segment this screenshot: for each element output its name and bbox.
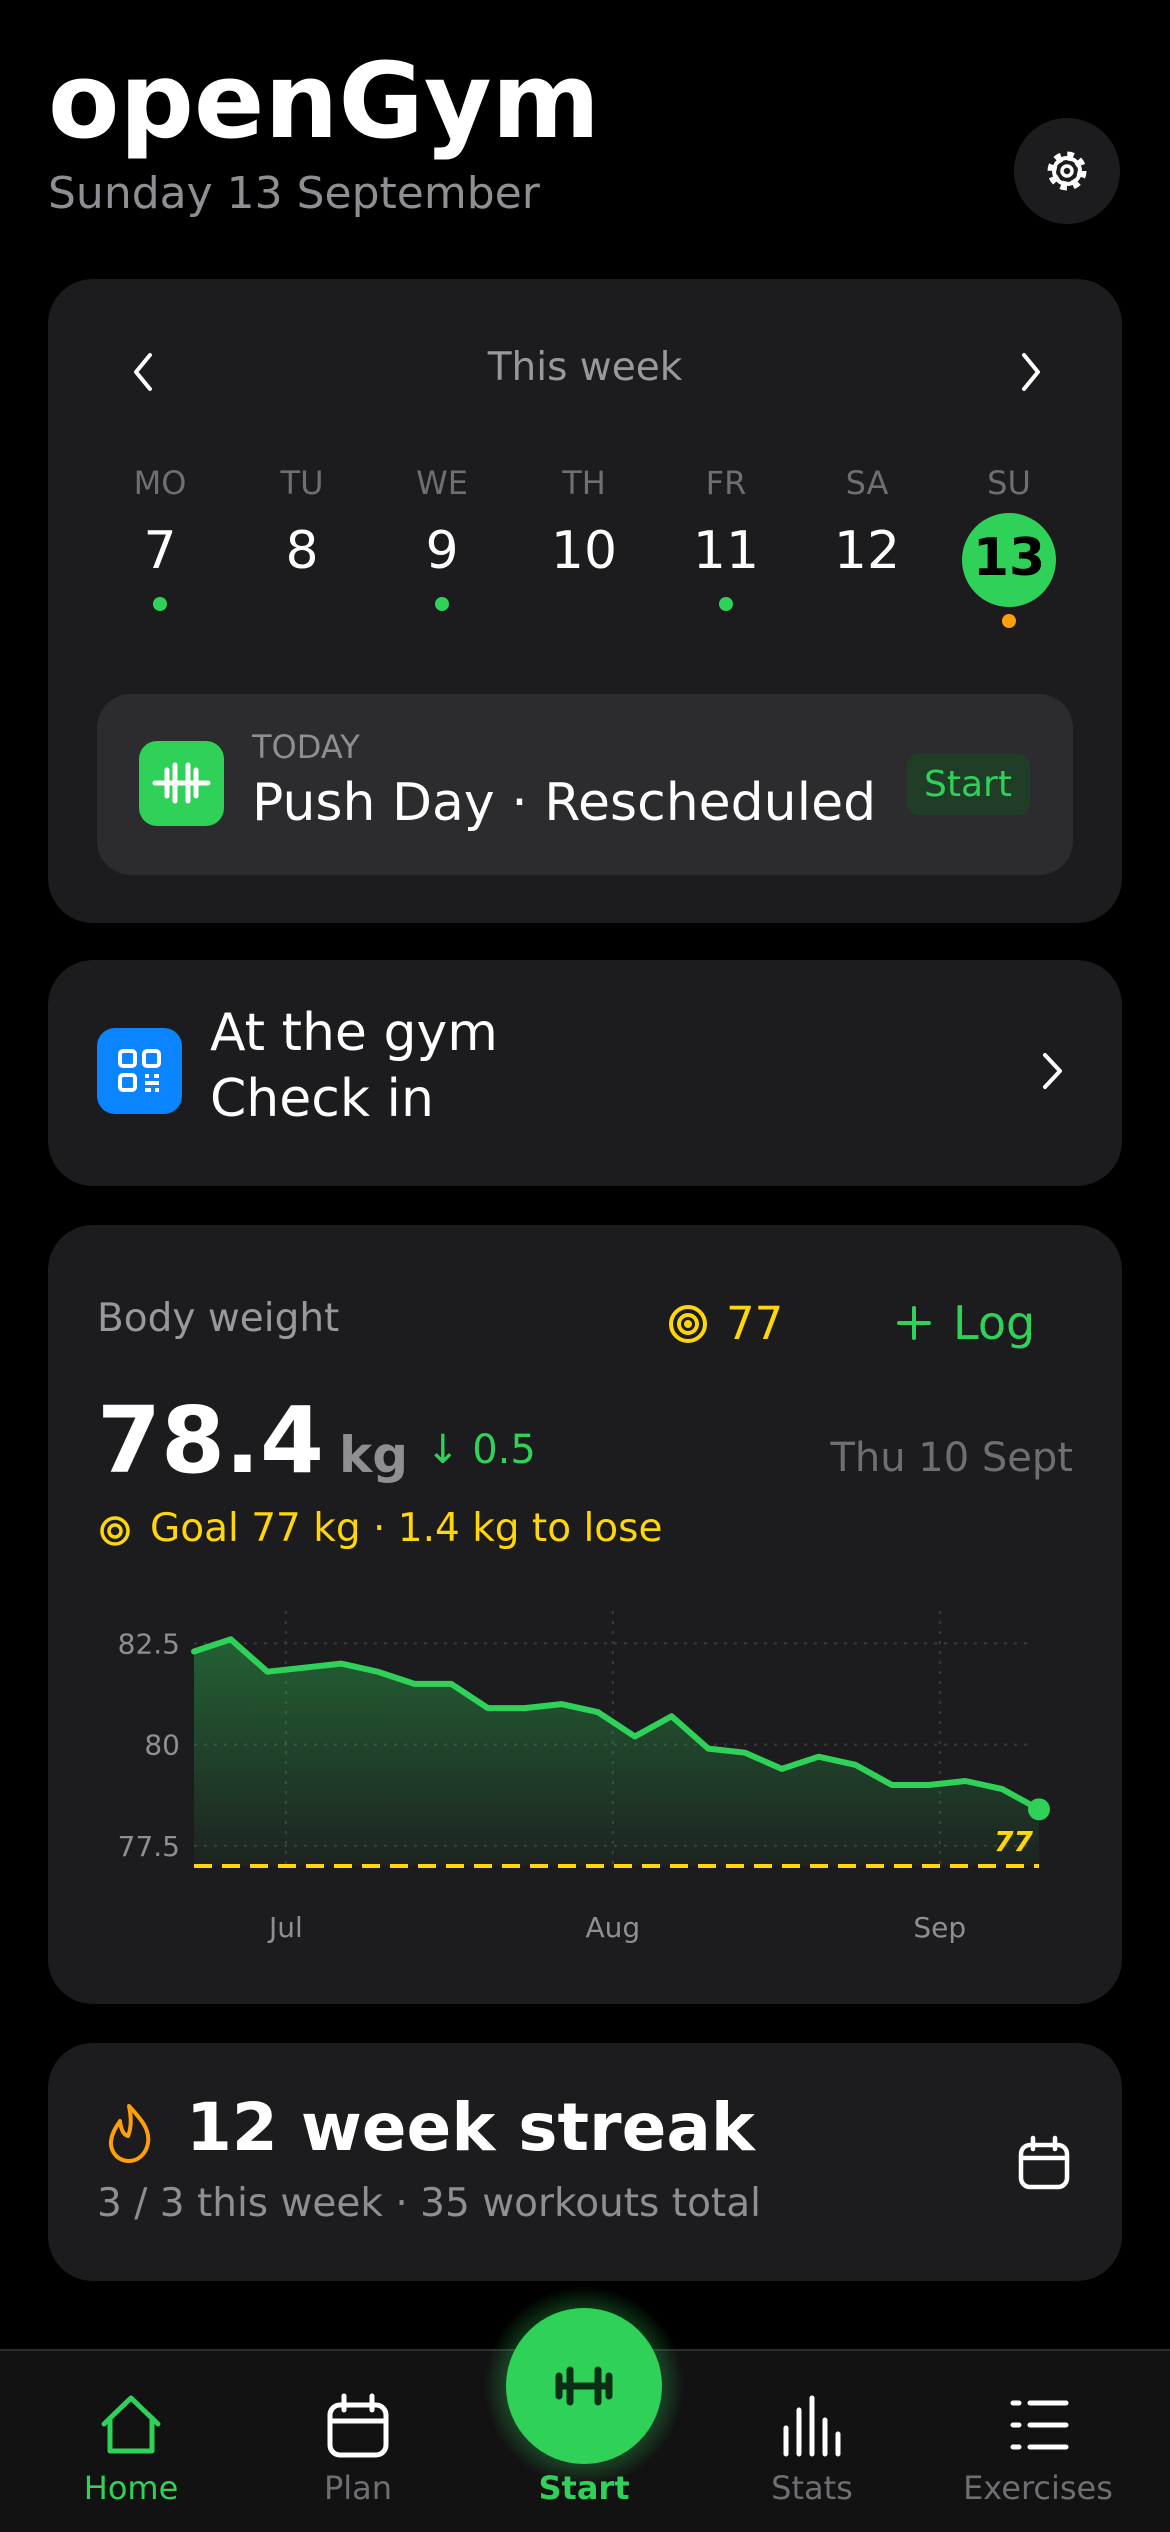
day-label: FR (706, 464, 747, 502)
week-days: MO 7 TU 8 WE 9 TH 10 FR 11 SA 12 SU 13 (134, 464, 1056, 628)
day-number: 12 (834, 521, 900, 581)
home-icon (101, 2395, 161, 2454)
streak-title: 12 week streak (186, 2089, 757, 2166)
weight-unit: kg (339, 1426, 408, 1484)
qr-square (118, 1073, 137, 1092)
today-workout: Push Day · Rescheduled (252, 773, 876, 833)
today-label: TODAY (251, 728, 360, 766)
app-title: openGym (48, 40, 600, 162)
prev-week[interactable] (134, 353, 152, 391)
selected-day (962, 513, 1056, 607)
target-ring (677, 1313, 699, 1335)
tab-label[interactable]: Exercises (963, 2469, 1113, 2507)
checkin-title: At the gym (210, 1003, 498, 1063)
streak-card (48, 2043, 1122, 2281)
target-ring (669, 1305, 707, 1343)
plan-icon-lines (327, 2393, 389, 2424)
checkin-chevron (1043, 1053, 1062, 1089)
qr-square (118, 1049, 137, 1068)
settings-bg (1014, 118, 1120, 224)
checkin-subtitle: Check in (210, 1069, 434, 1129)
week-title: This week (487, 345, 683, 390)
weight-date: Thu 10 Sept (829, 1435, 1073, 1481)
stats-icon (783, 2395, 841, 2457)
calendar-button[interactable] (1018, 2135, 1070, 2190)
weight-change: ↓ 0.5 (426, 1427, 536, 1473)
plan-icon-body (327, 2402, 389, 2458)
qr-icon (118, 1049, 161, 1092)
dumbbell-icon (152, 762, 211, 804)
y-tick-label: 77.5 (118, 1830, 180, 1863)
target-icon (669, 1305, 707, 1343)
tab-label[interactable]: Home (84, 2469, 179, 2507)
settings-button[interactable] (1014, 118, 1120, 224)
day-label: TU (280, 464, 324, 502)
area (194, 1639, 1039, 1866)
day-number: 11 (693, 521, 759, 581)
last-point (1028, 1798, 1050, 1821)
day-label: TH (561, 464, 606, 502)
weight-chart: 77.5 80 82.5 Jul Aug Sep 77 (118, 1611, 1050, 1944)
goal-ring (107, 1523, 123, 1539)
day-label: MO (134, 464, 187, 502)
day-number: 13 (973, 528, 1045, 588)
x-tick-label: Aug (585, 1911, 640, 1944)
day-label: SU (987, 464, 1031, 502)
weight-title: Body weight (97, 1296, 339, 1341)
done-dot (435, 597, 449, 611)
qr-square (142, 1049, 161, 1068)
x-tick-label: Jul (267, 1911, 303, 1944)
exercises-icon (1010, 2400, 1069, 2450)
goal-ring (100, 1516, 130, 1546)
target-weight[interactable]: 77 (726, 1297, 783, 1350)
today-card[interactable] (97, 694, 1073, 875)
day-label: WE (416, 464, 468, 502)
gear-hub (1060, 164, 1074, 178)
day-number: 10 (551, 521, 617, 581)
day-label: SA (846, 464, 889, 502)
tab-label[interactable]: Stats (771, 2469, 853, 2507)
planned-dot (1002, 614, 1016, 628)
qr-icon-bg (97, 1028, 182, 1114)
current-weight: 78.4 (97, 1387, 324, 1494)
streak-subtitle: 3 / 3 this week · 35 workouts total (97, 2181, 761, 2226)
checkin-card[interactable] (48, 960, 1122, 1186)
next-week[interactable] (1022, 353, 1040, 391)
x-tick-label: Sep (913, 1911, 966, 1944)
log-button[interactable]: Log (953, 1296, 1035, 1350)
goal-icon (100, 1516, 130, 1546)
day-number: 7 (143, 521, 176, 581)
plus-icon (897, 1306, 931, 1340)
tab-label[interactable]: Start (538, 2469, 629, 2507)
start-button[interactable] (907, 754, 1030, 815)
day-number: 8 (285, 521, 318, 581)
y-tick-label: 82.5 (118, 1627, 180, 1660)
tab-labels: Home Plan Start Stats Exercises (84, 2469, 1113, 2507)
done-dot (153, 597, 167, 611)
gear-ring (1052, 156, 1082, 186)
tab-label[interactable]: Plan (324, 2469, 392, 2507)
line (191, 1636, 1042, 1813)
goal-label: 77 (994, 1825, 1033, 1858)
start-dumbbell (555, 2366, 613, 2406)
tab-icons (101, 2393, 1069, 2458)
date-subtitle: Sunday 13 September (48, 168, 541, 219)
flame-icon (108, 2104, 151, 2163)
start-button-label: Start (924, 764, 1012, 805)
goal-text: Goal 77 kg · 1.4 kg to lose (150, 1506, 662, 1551)
day-number: 9 (425, 521, 458, 581)
target-center (684, 1320, 692, 1328)
qr-bits (145, 1074, 159, 1092)
done-dot (719, 597, 733, 611)
calendar-body (1018, 2142, 1070, 2190)
y-tick-label: 80 (144, 1729, 180, 1762)
plan-icon (327, 2393, 389, 2458)
